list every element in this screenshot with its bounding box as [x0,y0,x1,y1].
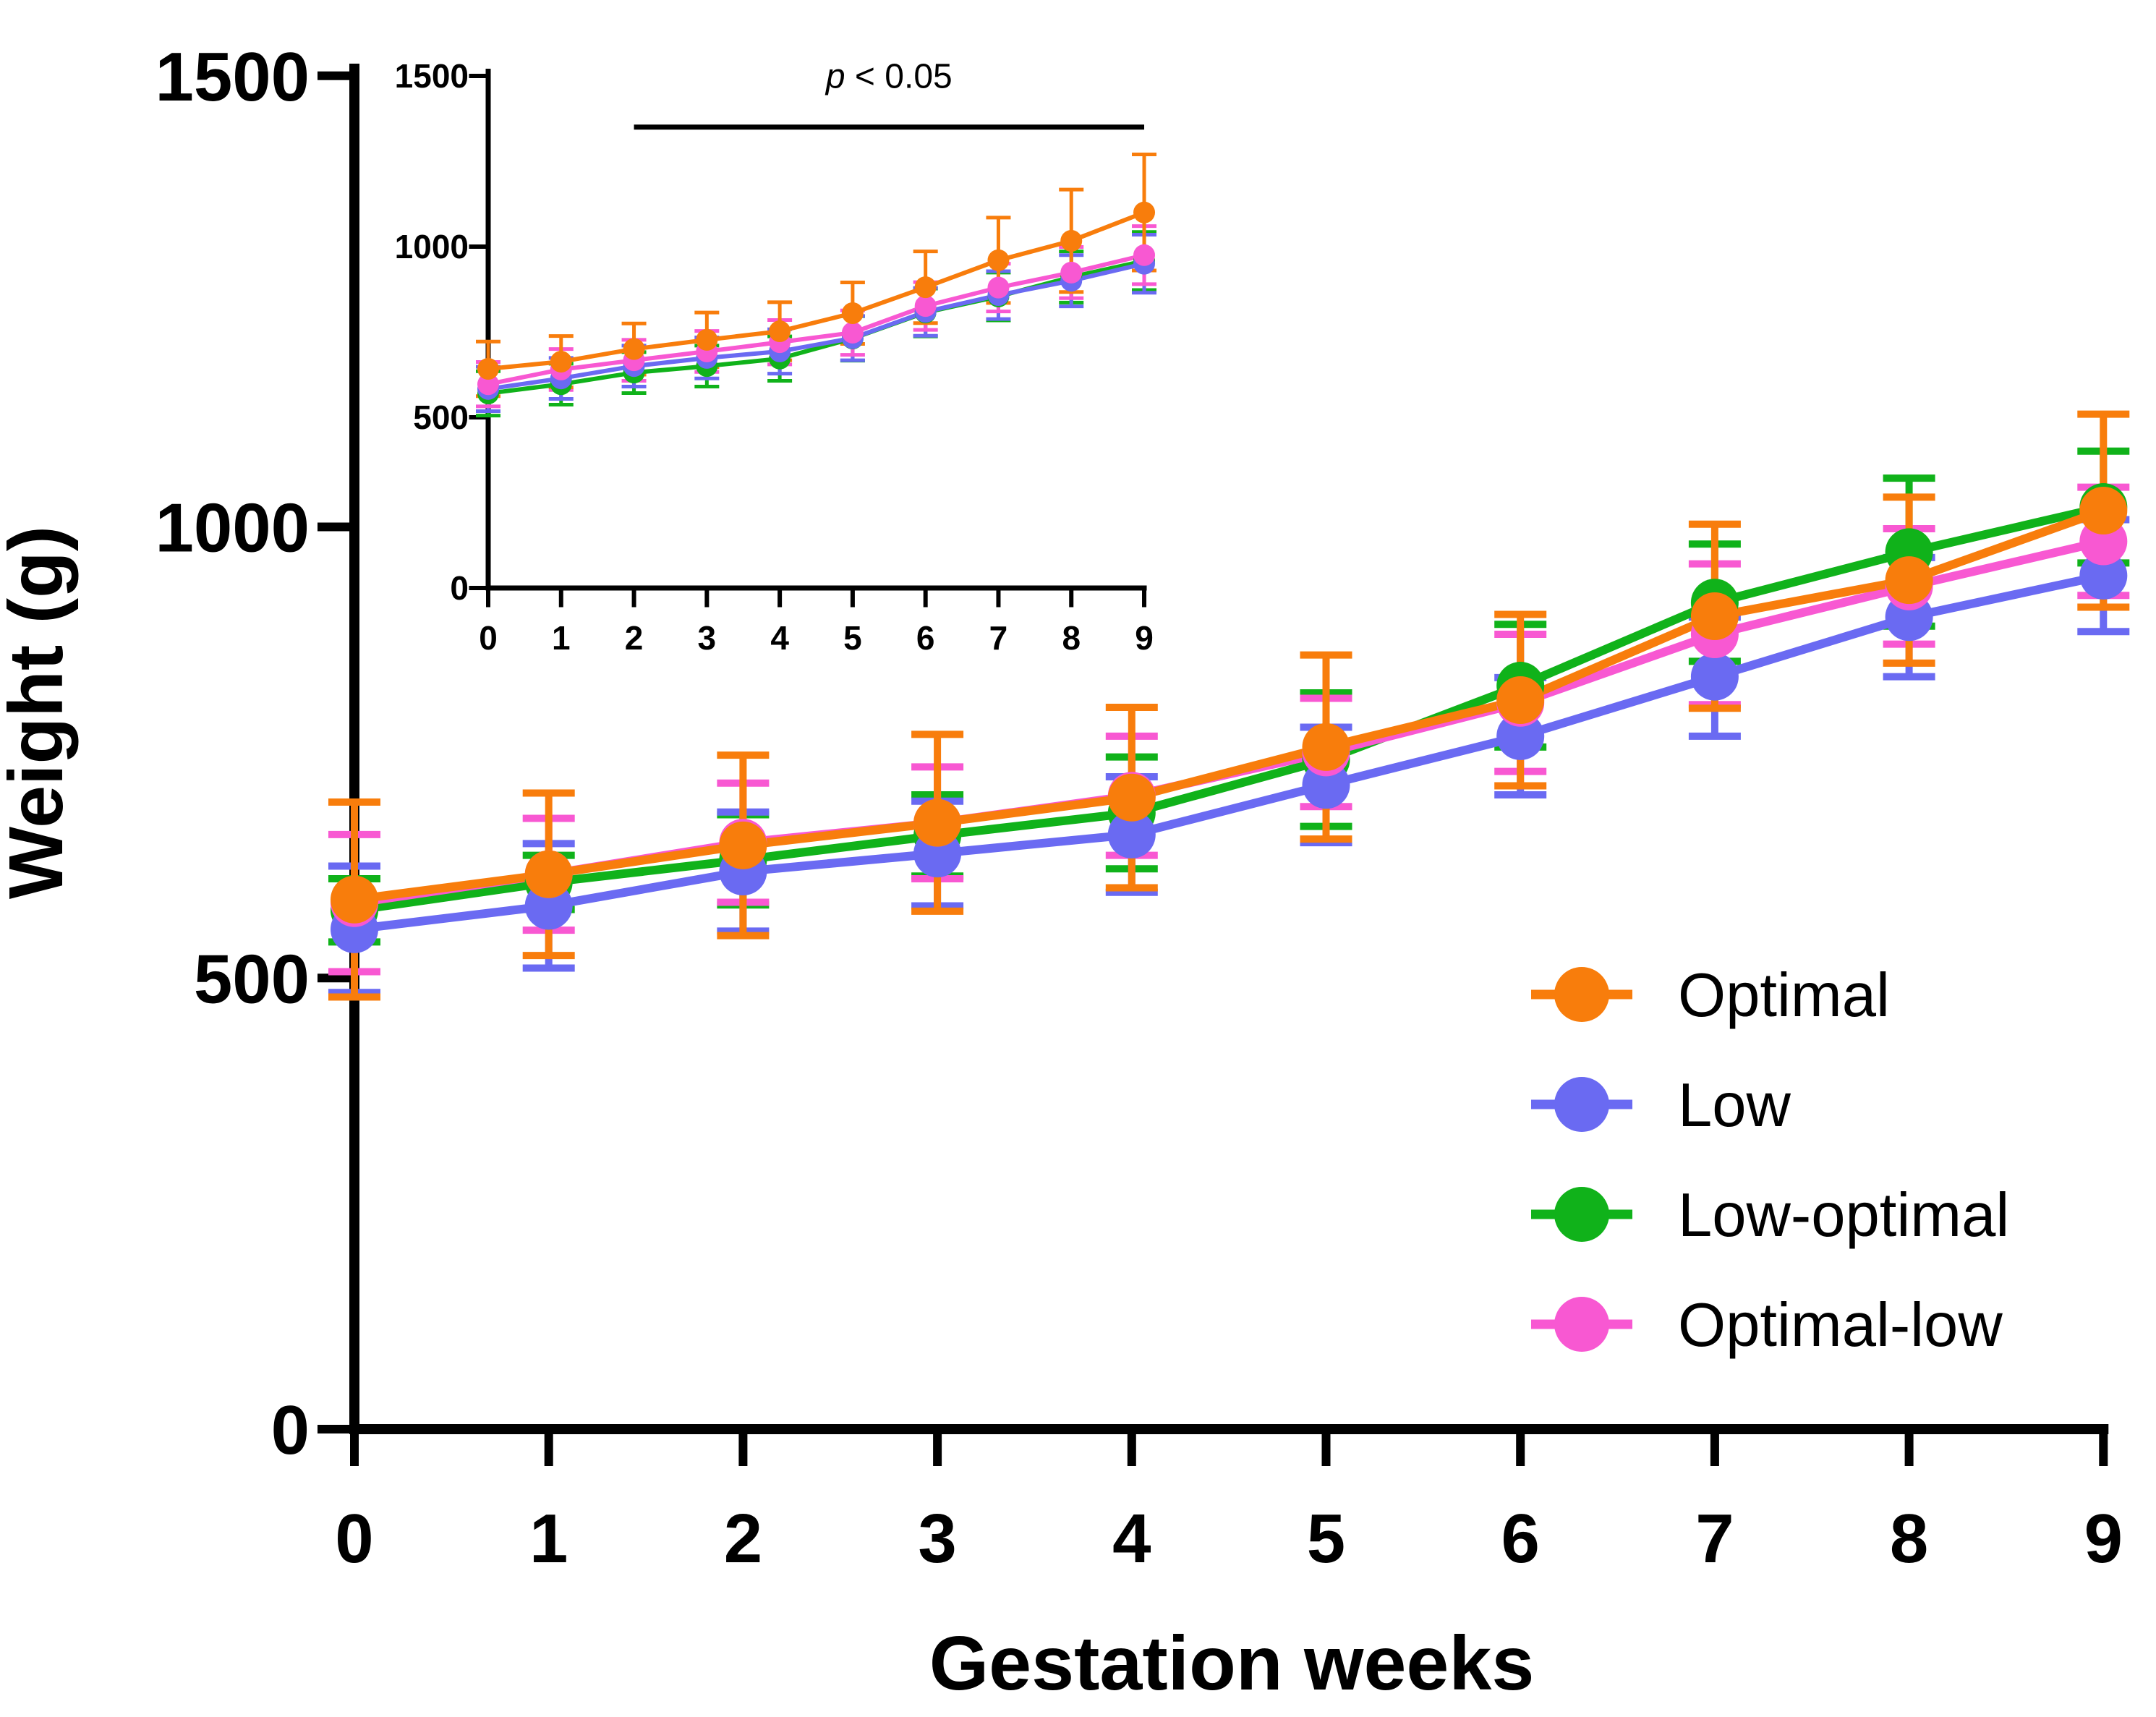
y-tick-label: 0 [271,1392,310,1469]
series-line-optimal [487,210,1146,371]
x-tick-label: 8 [1062,619,1081,657]
legend-label: Optimal [1678,961,1890,1030]
x-tick-label: 7 [1695,1500,1734,1577]
x-tick-label: 3 [698,619,717,657]
data-point-optimal [1060,229,1083,252]
data-point-optimal [477,357,499,380]
data-point-low [2079,551,2128,600]
data-point-optimal [913,798,962,847]
data-point-optimal-low [1060,261,1083,284]
data-point-optimal [524,850,573,898]
data-point-optimal [1302,723,1350,771]
data-point-optimal-low [477,373,499,396]
x-tick-label: 2 [625,619,644,657]
series-line-optimal [354,506,2105,904]
data-point-optimal [696,328,718,351]
x-tick-label: 1 [552,619,571,657]
x-tick-label: 3 [918,1500,956,1577]
y-tick-label: 500 [194,940,310,1018]
data-point-low [1496,712,1545,760]
legend-item-optimal: Optimal [1531,961,1890,1030]
data-point-optimal [1885,556,1933,605]
x-tick-label: 2 [724,1500,762,1577]
data-point-optimal [719,821,767,869]
y-tick-label: 1500 [395,57,469,95]
x-tick-label: 9 [2084,1500,2123,1577]
legend-item-low-optimal: Low-optimal [1531,1181,2009,1250]
y-tick-label: 1000 [155,490,310,567]
y-tick-label: 0 [450,569,469,607]
x-tick-label: 5 [1307,1500,1345,1577]
data-point-optimal [1133,201,1156,223]
data-point-optimal-low [914,295,937,318]
legend-marker-low-optimal [1554,1187,1609,1242]
legend-label: Low-optimal [1678,1181,2009,1250]
data-point-optimal [550,351,572,373]
legend-item-low: Low [1531,1071,1791,1140]
data-point-optimal [769,320,791,343]
data-point-optimal-low [987,276,1010,299]
legend-label: Low [1678,1071,1791,1140]
data-point-optimal [331,875,378,924]
legend-label: Optimal-low [1678,1291,2003,1360]
legend-item-optimal-low: Optimal-low [1531,1291,2003,1360]
x-tick-label: 5 [843,619,862,657]
series-line-low-optimal [354,503,2105,915]
data-point-low [1690,652,1739,701]
data-point-optimal [1496,676,1545,725]
data-point-optimal [914,276,937,299]
y-tick-label: 500 [413,399,469,436]
series-line-optimal-low [487,252,1145,387]
data-point-optimal [623,338,645,360]
data-point-optimal-low [841,321,864,344]
x-tick-label: 4 [770,619,789,657]
data-point-optimal [841,302,864,325]
x-tick-label: 0 [335,1500,373,1577]
legend-marker-optimal-low [1554,1297,1609,1352]
x-tick-label: 6 [916,619,935,657]
data-point-optimal-low [1133,244,1156,266]
y-tick-label: 1500 [155,38,310,116]
inset-chart: 0 500 1000 1500 0 1 2 3 4 5 6 7 8 9 p < 0.05 [395,57,1157,657]
x-tick-label: 1 [529,1500,568,1577]
data-point-optimal [1107,773,1156,822]
data-point-optimal [2079,487,2128,535]
legend: Optimal Low Low-optimal Optimal-low [1531,961,2009,1360]
x-tick-label: 9 [1135,619,1154,657]
data-point-low [1107,810,1156,858]
legend-marker-low [1554,1077,1609,1132]
data-point-optimal [1690,592,1739,641]
x-axis-title: Gestation weeks [929,1621,1535,1706]
data-point-optimal [987,249,1010,271]
x-tick-label: 7 [989,619,1008,657]
x-tick-label: 0 [479,619,498,657]
legend-marker-optimal [1554,967,1609,1022]
y-tick-label: 1000 [395,228,469,265]
y-axis-title: Weight (g) [0,526,79,899]
series-line-low [487,261,1145,391]
x-tick-label: 4 [1112,1500,1151,1577]
significance-label: p < 0.05 [825,58,953,96]
series-line-low [354,571,2105,934]
x-tick-label: 6 [1501,1500,1540,1577]
x-tick-label: 8 [1890,1500,1928,1577]
